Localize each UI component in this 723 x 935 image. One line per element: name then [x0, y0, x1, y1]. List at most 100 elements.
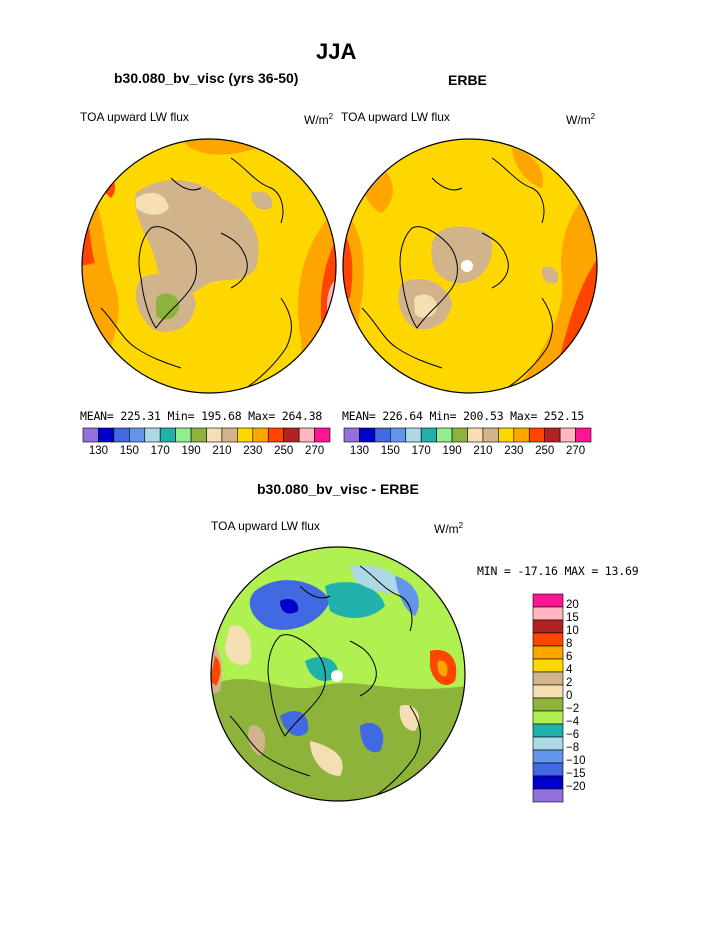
left-colorbar-tick-label: 130 — [88, 445, 109, 457]
diff-map-tan-south — [248, 725, 266, 756]
left-colorbar-swatch — [206, 427, 223, 443]
right-mean-value: 226.64 — [382, 409, 423, 423]
left-variable-label: TOA upward LW flux — [80, 110, 189, 124]
right-map-coastlines — [361, 157, 553, 389]
diff-colorbar-swatch — [532, 684, 564, 699]
diff-colorbar-swatch — [532, 593, 564, 608]
diff-stats: MIN = -17.16 MAX = 13.69 — [477, 564, 639, 578]
right-colorbar-swatch — [343, 427, 360, 443]
right-stats: MEAN= 226.64 Min= 200.53 Max= 252.15 — [342, 409, 584, 423]
right-map-tan-arctic — [431, 226, 493, 284]
right-map-orange-northeast — [512, 148, 543, 188]
diff-variable-label: TOA upward LW flux — [211, 519, 320, 533]
right-colorbar-swatch — [451, 427, 468, 443]
diff-colorbar-swatch — [532, 658, 564, 673]
left-colorbar-swatch — [190, 427, 207, 443]
left-colorbar-swatch — [159, 427, 176, 443]
diff-map-green-band — [211, 678, 465, 801]
left-colorbar-swatch — [314, 427, 331, 443]
left-colorbar-swatch — [98, 427, 115, 443]
left-colorbar-tick-label: 170 — [150, 445, 170, 457]
diff-colorbar-tick-label: −2 — [566, 703, 580, 715]
diff-min-label: MIN = — [477, 564, 511, 578]
left-colorbar — [82, 427, 331, 443]
diff-colorbar-swatch — [532, 775, 564, 790]
diff-colorbar-swatch — [532, 762, 564, 777]
diff-colorbar-tick-label: 20 — [566, 599, 579, 611]
diff-colorbar-swatch — [532, 671, 564, 686]
right-colorbar-swatch — [482, 427, 499, 443]
right-colorbar-tick-label: 250 — [535, 445, 555, 457]
right-colorbar-tick-label: 170 — [411, 445, 431, 457]
diff-colorbar-swatch — [532, 749, 564, 764]
diff-colorbar-tick-label: −6 — [566, 729, 580, 741]
diff-colorbar-tick-label: 6 — [566, 651, 573, 663]
diff-map-orange-east — [437, 660, 448, 677]
right-units-label: W/m2 — [566, 112, 596, 127]
left-map-coastlines — [100, 157, 292, 389]
left-colorbar-swatch — [221, 427, 238, 443]
diff-map-cream-south — [310, 741, 343, 776]
diff-colorbar-tick-label: −4 — [566, 716, 580, 728]
diff-colorbar-tick-label: −20 — [566, 781, 586, 793]
diff-map-cream-southeast — [399, 705, 420, 731]
right-panel-title: ERBE — [448, 72, 487, 88]
left-colorbar-swatch — [175, 427, 192, 443]
left-map-boundary — [81, 138, 337, 394]
right-colorbar-swatch — [467, 427, 484, 443]
diff-map-blue-southeast — [360, 722, 384, 753]
left-min-label: Min= — [167, 409, 195, 423]
diff-colorbar-tick-label: −8 — [566, 742, 580, 754]
diff-colorbar-swatch — [532, 632, 564, 647]
diff-map-red-west — [211, 656, 221, 686]
diff-units-label: W/m2 — [434, 521, 464, 536]
left-mean-label: MEAN= — [80, 409, 114, 423]
left-map-green-greenland — [156, 293, 180, 320]
right-min-value: 200.53 — [463, 409, 504, 423]
left-colorbar-swatch — [82, 427, 99, 443]
diff-colorbar-tick-label: −10 — [566, 755, 586, 767]
diff-map-boundary — [210, 546, 466, 802]
diff-map-coastlines — [229, 565, 421, 797]
left-colorbar-swatch — [283, 427, 300, 443]
diff-colorbar-tick-label: 15 — [566, 612, 579, 624]
diff-map-cream-west — [225, 625, 252, 666]
right-colorbar-swatch — [436, 427, 453, 443]
right-colorbar — [343, 427, 592, 443]
right-colorbar-tick-label: 230 — [504, 445, 524, 457]
diff-map-blue-northeast — [395, 576, 419, 616]
diff-colorbar — [532, 593, 564, 803]
left-max-label: Max= — [248, 409, 276, 423]
left-colorbar-swatch — [129, 427, 146, 443]
diff-colorbar-swatch — [532, 697, 564, 712]
figure-title: JJA — [316, 39, 357, 64]
right-max-value: 252.15 — [543, 409, 585, 423]
left-colorbar-swatch — [144, 427, 161, 443]
right-colorbar-swatch — [544, 427, 561, 443]
diff-colorbar-tick-label: 4 — [566, 664, 573, 676]
diff-colorbar-tick-label: 0 — [566, 690, 573, 702]
diff-colorbar-swatch — [532, 736, 564, 751]
diff-colorbar-tick-label: 10 — [566, 625, 579, 637]
left-colorbar-swatch — [237, 427, 254, 443]
left-colorbar-tick-label: 250 — [274, 445, 294, 457]
diff-max-label: MAX = — [564, 564, 599, 578]
diff-max-value: 13.69 — [604, 564, 639, 578]
right-map-pole-hole — [461, 260, 473, 272]
right-variable-label: TOA upward LW flux — [341, 110, 450, 124]
left-colorbar-ticks: 130 150 170 190 210 230 250 270 — [83, 445, 330, 461]
right-colorbar-swatch — [528, 427, 545, 443]
right-colorbar-swatch — [559, 427, 576, 443]
diff-colorbar-swatch — [532, 723, 564, 738]
diff-colorbar-swatch — [532, 645, 564, 660]
left-panel-title: b30.080_bv_visc (yrs 36-50) — [114, 70, 299, 86]
left-polar-map — [81, 138, 337, 394]
diff-map-darkblue-northwest — [280, 599, 299, 614]
left-colorbar-tick-label: 230 — [243, 445, 263, 457]
left-max-value: 264.38 — [281, 409, 323, 423]
left-colorbar-tick-label: 210 — [212, 445, 232, 457]
left-map-cream-patch — [136, 192, 169, 215]
right-colorbar-tick-label: 150 — [380, 445, 400, 457]
diff-min-value: -17.16 — [517, 564, 558, 578]
left-stats: MEAN= 225.31 Min= 195.68 Max= 264.38 — [80, 409, 322, 423]
